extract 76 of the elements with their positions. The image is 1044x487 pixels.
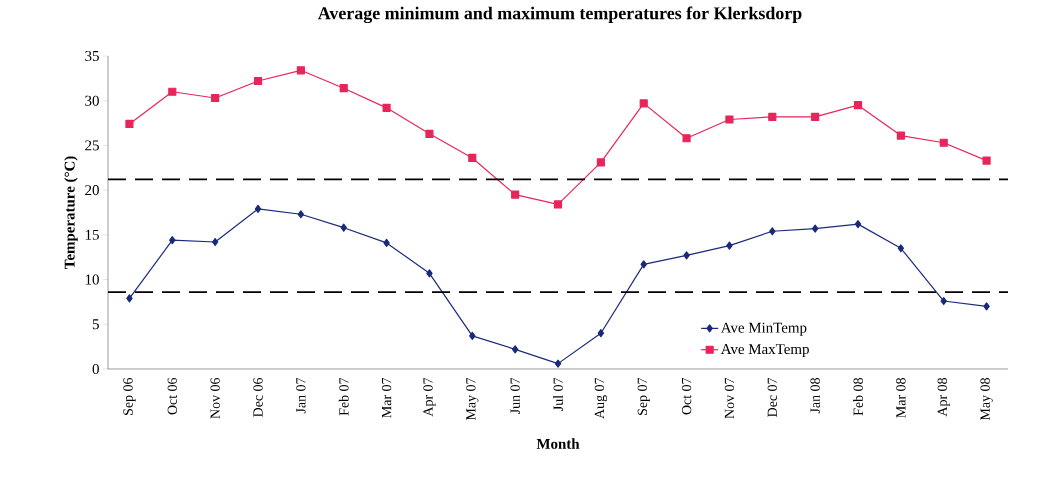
point (339, 84, 348, 93)
point (383, 238, 390, 247)
point (639, 99, 648, 108)
x-tick-label: Mar 07 (381, 377, 392, 418)
y-tick-label: 0 (92, 363, 99, 375)
point (811, 112, 820, 121)
point (340, 223, 347, 232)
point (640, 260, 647, 269)
x-axis-title: Month (536, 438, 580, 449)
point (554, 359, 562, 368)
x-tick-label: Jun 07 (510, 377, 520, 415)
x-tick-label: Dec 06 (253, 377, 263, 417)
x-tick-label: May 08 (980, 378, 993, 421)
x-tick-label: Feb 07 (338, 377, 349, 416)
x-tick-label: Mar 08 (896, 378, 906, 418)
chart-title: Average minimum and maximum temperatures for Klerksdorp (317, 6, 802, 24)
point (939, 138, 948, 147)
point (553, 200, 563, 209)
x-tick-label: Sep 07 (637, 377, 650, 415)
point (683, 251, 690, 260)
y-tick-label: 25 (85, 140, 99, 151)
point (597, 329, 605, 338)
point (469, 331, 476, 340)
point (126, 294, 133, 303)
point (596, 158, 605, 167)
y-axis-title: Temperature (°C) (64, 156, 78, 269)
x-tick-label: Jan 08 (810, 378, 820, 414)
point (682, 134, 691, 143)
y-tick-label: 5 (92, 319, 99, 330)
point (982, 156, 991, 165)
x-tick-label: Dec 07 (767, 377, 778, 417)
point (382, 103, 391, 112)
point (211, 93, 220, 103)
point (725, 115, 734, 124)
point (983, 302, 990, 311)
x-tick-label: Nov 07 (724, 377, 735, 419)
y-tick-label: 35 (85, 50, 99, 61)
point (897, 244, 905, 253)
point (297, 210, 305, 219)
y-tick-label: 10 (85, 274, 99, 285)
point (425, 129, 434, 138)
y-tick-label: 15 (85, 229, 99, 240)
point (253, 76, 263, 86)
x-tick-label: Nov 06 (210, 377, 220, 419)
x-tick-label: May 07 (466, 377, 479, 421)
x-tick-label: Jan 07 (296, 377, 306, 414)
point (169, 236, 176, 245)
x-tick-label: Oct 07 (681, 377, 692, 415)
point (769, 227, 776, 236)
point (940, 296, 947, 306)
point (726, 241, 733, 250)
point (468, 153, 477, 163)
x-tick-label: Sep 06 (123, 377, 136, 415)
legend-label: Ave MinTemp (720, 322, 807, 336)
legend-label: Ave MaxTemp (720, 344, 809, 358)
x-tick-label: Apr 07 (423, 377, 436, 417)
point (768, 112, 777, 121)
point (896, 131, 905, 140)
x-tick-label: Oct 06 (167, 377, 178, 415)
x-tick-label: Jul 07 (553, 377, 563, 411)
point (211, 237, 219, 247)
point (811, 224, 819, 233)
x-tick-label: Aug 07 (594, 377, 608, 419)
point (853, 101, 863, 110)
point (511, 345, 519, 354)
point (854, 220, 862, 229)
point (426, 269, 433, 278)
y-tick-label: 20 (85, 185, 99, 196)
x-tick-label: Apr 08 (937, 378, 950, 417)
x-tick-label: Feb 08 (853, 378, 863, 416)
point (296, 66, 305, 75)
y-tick-label: 30 (85, 95, 99, 106)
point (511, 190, 520, 199)
point (125, 119, 134, 129)
point (254, 204, 262, 213)
point (168, 87, 177, 96)
